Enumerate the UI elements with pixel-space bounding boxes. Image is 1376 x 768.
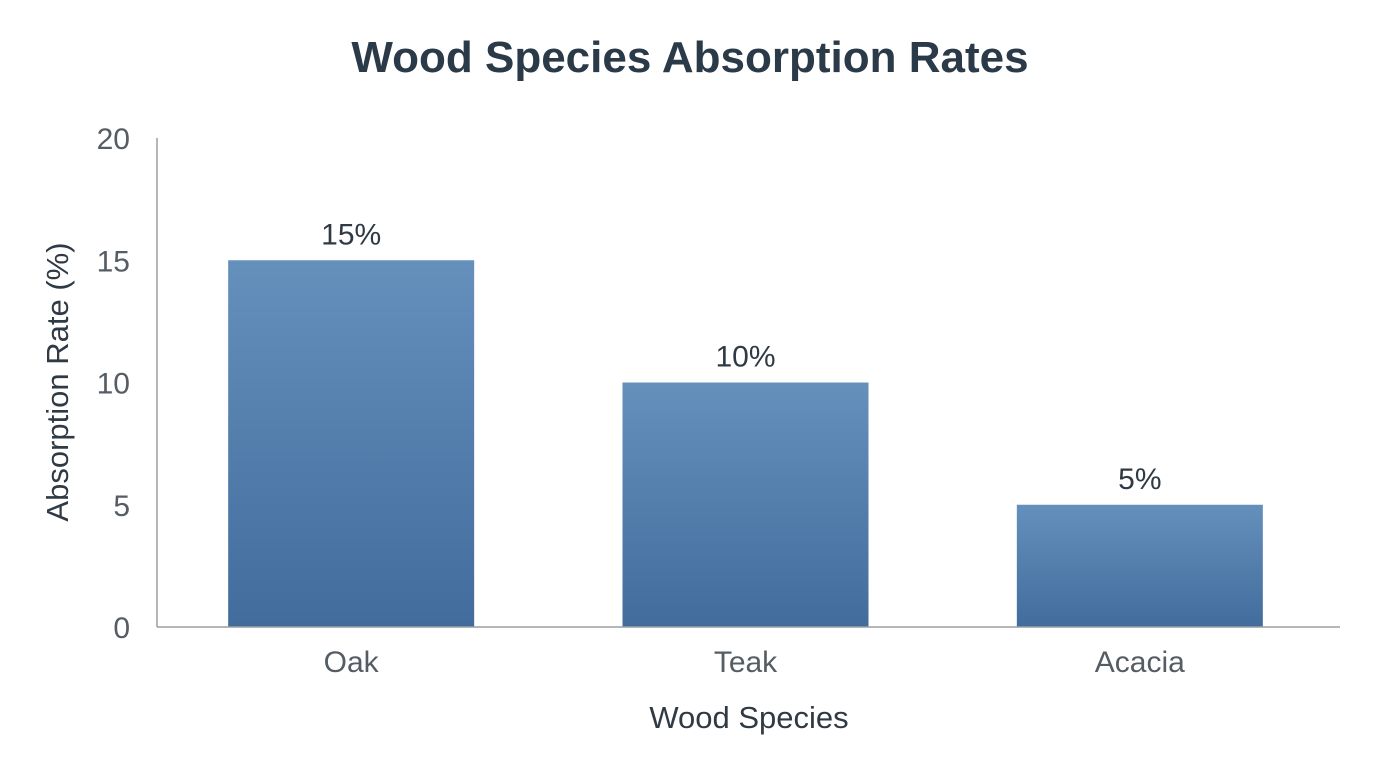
data-label: 15% — [321, 218, 381, 251]
y-tick-label: 20 — [97, 123, 130, 156]
bar-acacia — [1016, 504, 1263, 627]
y-axis-label: Absorption Rate (%) — [40, 242, 75, 521]
chart-title: Wood Species Absorption Rates — [351, 33, 1028, 82]
data-label: 10% — [715, 341, 775, 374]
y-tick-label: 15 — [97, 245, 130, 278]
y-tick-label: 10 — [97, 368, 130, 401]
x-tick-label: Oak — [324, 646, 380, 679]
x-axis-label: Wood Species — [649, 700, 848, 735]
y-tick-label: 5 — [113, 490, 130, 523]
data-label: 5% — [1118, 463, 1161, 496]
y-tick-label: 0 — [113, 612, 130, 645]
bar-teak — [622, 382, 869, 627]
x-tick-label: Teak — [714, 646, 778, 679]
x-tick-label: Acacia — [1095, 646, 1185, 679]
bar-oak — [228, 260, 475, 627]
